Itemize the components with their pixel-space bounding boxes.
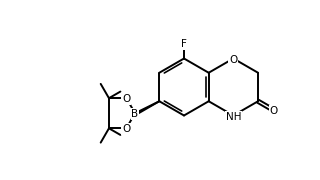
Text: O: O: [269, 106, 278, 116]
Text: O: O: [122, 94, 131, 104]
Text: F: F: [181, 39, 187, 49]
Text: NH: NH: [226, 111, 241, 122]
Text: B: B: [132, 109, 139, 119]
Text: O: O: [229, 55, 237, 64]
Text: O: O: [122, 124, 131, 134]
